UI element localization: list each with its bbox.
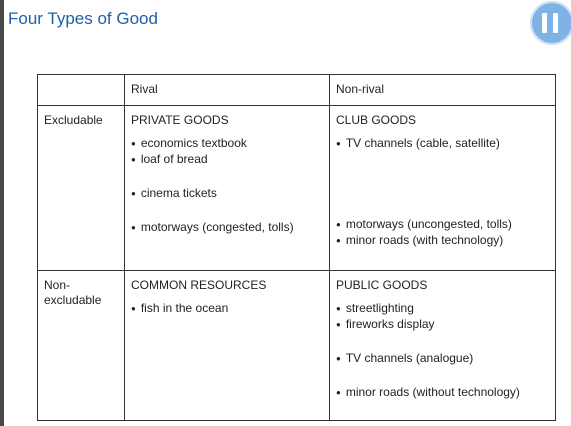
table-row: Non-excludable COMMON RESOURCES fish in … (37, 270, 556, 421)
col-header-rival: Rival (124, 74, 330, 106)
cell-title: PRIVATE GOODS (131, 113, 229, 127)
list-item: minor roads (with technology) (336, 233, 549, 249)
cell-title: COMMON RESOURCES (131, 278, 267, 292)
pause-icon (542, 13, 547, 33)
list-item: economics textbook (131, 136, 323, 152)
item-list: fish in the ocean (131, 301, 323, 317)
list-item: cinema tickets (131, 186, 323, 202)
cell-title: PUBLIC GOODS (336, 278, 428, 292)
header-row: Rival Non-rival (37, 74, 556, 106)
cell-common-resources: COMMON RESOURCES fish in the ocean (124, 270, 330, 421)
list-item: loaf of bread (131, 152, 323, 168)
list-item: fireworks display (336, 317, 549, 333)
list-item: TV channels (cable, satellite) (336, 136, 549, 152)
item-list: TV channels (cable, satellite) motorways… (336, 136, 549, 249)
list-item: motorways (congested, tolls) (131, 220, 323, 236)
cell-public-goods: PUBLIC GOODS streetlighting fireworks di… (329, 270, 556, 421)
list-item: TV channels (analogue) (336, 351, 549, 367)
item-list: economics textbook loaf of bread cinema … (131, 136, 323, 236)
col-header-non-rival: Non-rival (329, 74, 556, 106)
list-item: streetlighting (336, 301, 549, 317)
list-item: motorways (uncongested, tolls) (336, 217, 549, 233)
slide-title: Four Types of Good (8, 9, 158, 28)
cell-private-goods: PRIVATE GOODS economics textbook loaf of… (124, 105, 330, 271)
list-item: minor roads (without technology) (336, 385, 549, 401)
list-item: fish in the ocean (131, 301, 323, 317)
table-row: Excludable PRIVATE GOODS economics textb… (37, 105, 556, 271)
goods-table: Rival Non-rival Excludable PRIVATE GOODS… (37, 74, 556, 421)
row-header-non-excludable: Non-excludable (37, 270, 125, 421)
row-header-excludable: Excludable (37, 105, 125, 271)
corner-cell (37, 74, 125, 106)
cell-club-goods: CLUB GOODS TV channels (cable, satellite… (329, 105, 556, 271)
row-header-label: Non-excludable (44, 278, 102, 307)
left-edge-bar (0, 0, 4, 426)
pause-icon-bar (553, 13, 558, 33)
cell-title: CLUB GOODS (336, 113, 417, 127)
item-list: streetlighting fireworks display TV chan… (336, 301, 549, 401)
pause-button[interactable] (530, 1, 571, 45)
